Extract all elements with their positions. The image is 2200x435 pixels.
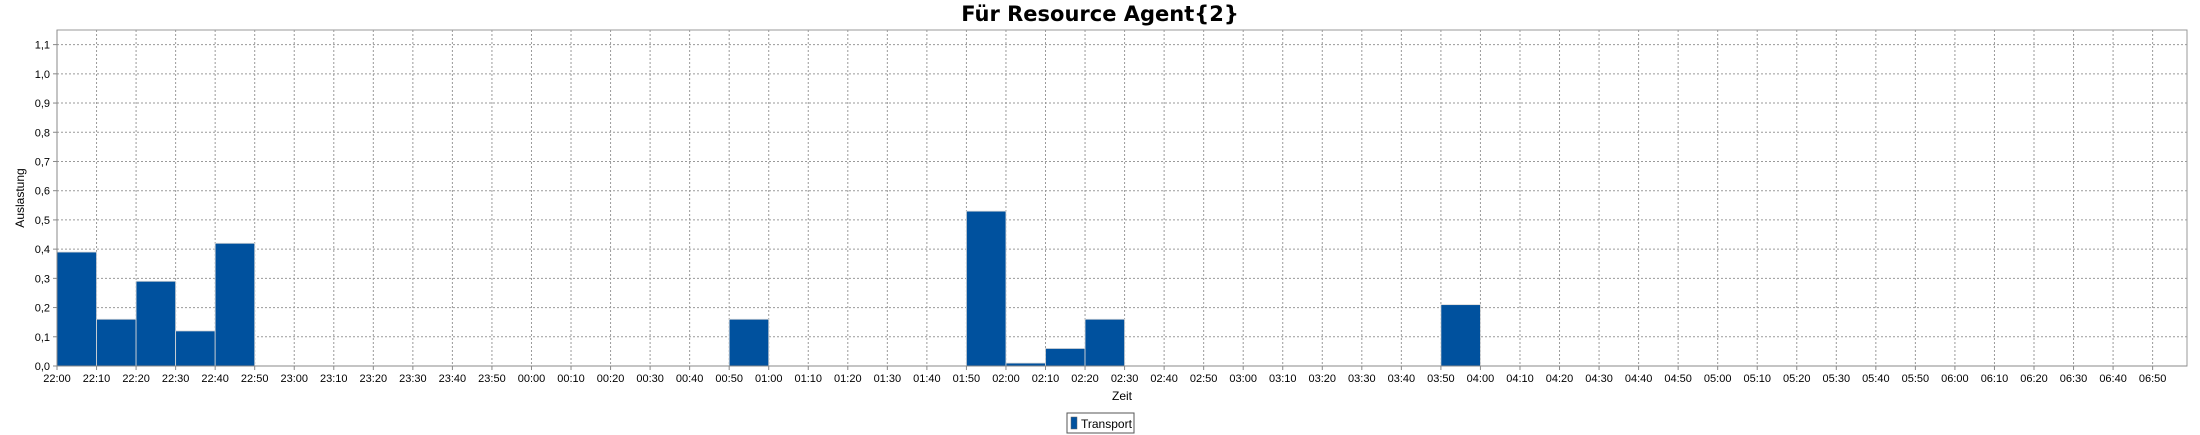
bar-0350 [1440, 304, 1481, 367]
y-axis-label: Auslastung [13, 168, 27, 227]
bar-2210 [96, 318, 137, 367]
x-tick-label: 01:30 [874, 373, 902, 385]
legend-swatch-transport [1070, 416, 1078, 430]
x-tick-label: 00:30 [636, 373, 664, 385]
x-tick-label: 06:10 [1981, 373, 2009, 385]
legend: Transport [1066, 412, 1135, 434]
x-tick-label: 22:30 [162, 373, 190, 385]
y-tick-label: 0,2 [35, 303, 50, 315]
x-tick-label: 04:40 [1625, 373, 1653, 385]
x-tick-label: 03:00 [1229, 373, 1257, 385]
bar-2220 [135, 280, 177, 367]
x-tick-label: 22:50 [241, 373, 269, 385]
x-tick-label: 02:10 [1032, 373, 1060, 385]
x-tick-label: 23:00 [280, 373, 308, 385]
bar-0220 [1084, 318, 1125, 367]
bar-2200 [56, 251, 97, 367]
x-tick-label: 22:10 [83, 373, 111, 385]
x-tick-label: 00:10 [557, 373, 585, 385]
x-tick-label: 02:40 [1150, 373, 1178, 385]
x-tick-label: 03:40 [1388, 373, 1416, 385]
x-tick-label: 02:50 [1190, 373, 1218, 385]
x-tick-label: 23:30 [399, 373, 427, 385]
x-tick-label: 22:40 [201, 373, 229, 385]
x-tick-label: 23:50 [478, 373, 506, 385]
x-tick-label: 06:40 [2099, 373, 2127, 385]
x-axis-label: Zeit [1112, 389, 1133, 403]
x-tick-label: 02:30 [1111, 373, 1139, 385]
bars [56, 210, 1481, 367]
x-tick-label: 01:00 [755, 373, 783, 385]
x-tick-label: 05:10 [1743, 373, 1771, 385]
y-tick-label: 0,8 [35, 127, 50, 139]
y-tick-label: 0,1 [35, 332, 50, 344]
y-tick-label: 0,3 [35, 273, 50, 285]
bar-2230 [175, 330, 216, 367]
x-tick-label: 03:20 [1309, 373, 1337, 385]
bar-0050 [728, 318, 770, 367]
y-tick-label: 1,1 [35, 40, 50, 52]
y-tick-label: 0,6 [35, 186, 50, 198]
y-tick-label: 0,9 [35, 98, 50, 110]
x-tick-label: 03:50 [1427, 373, 1455, 385]
chart-title: Für Resource Agent{2} [961, 2, 1239, 26]
x-tick-label: 23:20 [360, 373, 388, 385]
y-tick-label: 1,0 [35, 69, 50, 81]
y-tick-label: 0,5 [35, 215, 50, 227]
y-tick-label: 0,4 [35, 244, 50, 256]
y-tick-label: 0,7 [35, 156, 50, 168]
x-tick-label: 23:10 [320, 373, 348, 385]
axes [53, 30, 2187, 370]
x-tick-label: 06:50 [2139, 373, 2167, 385]
x-tick-label: 03:30 [1348, 373, 1376, 385]
x-tick-label: 05:30 [1823, 373, 1851, 385]
x-tick-label: 01:20 [834, 373, 862, 385]
x-tick-label: 04:10 [1506, 373, 1534, 385]
x-tick-labels: 22:00 22:10 22:20 22:30 22:40 22:50 23:00 23:10… [43, 373, 2166, 385]
bar-0210 [1045, 348, 1086, 367]
bar-2240 [214, 242, 256, 367]
x-tick-label: 23:40 [439, 373, 467, 385]
x-tick-label: 04:00 [1467, 373, 1495, 385]
x-tick-label: 22:20 [122, 373, 150, 385]
x-tick-label: 02:20 [1071, 373, 1099, 385]
legend-box [1066, 412, 1135, 434]
x-tick-label: 04:20 [1546, 373, 1574, 385]
legend-label-transport: Transport [1081, 417, 1133, 431]
x-tick-label: 01:50 [953, 373, 981, 385]
x-tick-label: 00:50 [715, 373, 743, 385]
x-tick-label: 02:00 [992, 373, 1020, 385]
x-tick-label: 06:20 [2020, 373, 2048, 385]
grid-lines [56, 29, 2188, 367]
x-tick-label: 01:40 [913, 373, 941, 385]
x-tick-label: 05:20 [1783, 373, 1811, 385]
x-tick-label: 00:00 [518, 373, 546, 385]
plot-area [56, 29, 2188, 367]
y-tick-labels: 0,0 0,1 0,2 0,3 0,4 0,5 0,6 0,7 0,8 0,9 1,0 1,1 [35, 40, 50, 373]
x-tick-label: 05:40 [1862, 373, 1890, 385]
x-tick-label: 00:40 [676, 373, 704, 385]
x-tick-label: 06:00 [1941, 373, 1969, 385]
x-tick-label: 04:30 [1585, 373, 1613, 385]
x-tick-label: 01:10 [794, 373, 822, 385]
x-tick-label: 22:00 [43, 373, 71, 385]
x-tick-label: 03:10 [1269, 373, 1297, 385]
y-tick-label: 0,0 [35, 361, 50, 373]
x-tick-label: 06:30 [2060, 373, 2088, 385]
bar-0150 [966, 210, 1007, 367]
x-tick-label: 05:00 [1704, 373, 1732, 385]
x-tick-label: 00:20 [597, 373, 625, 385]
x-tick-label: 04:50 [1664, 373, 1692, 385]
x-tick-label: 05:50 [1902, 373, 1930, 385]
